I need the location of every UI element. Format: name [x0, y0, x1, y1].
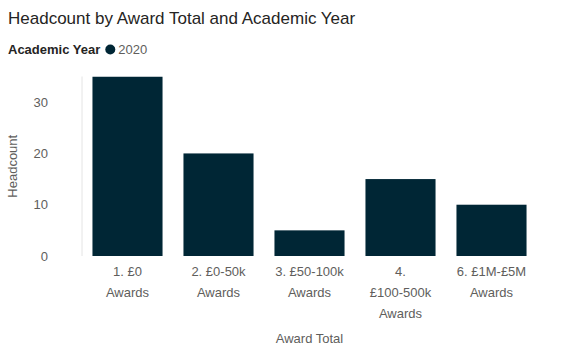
- x-tick-label-line: 2. £0-50k: [191, 264, 246, 279]
- x-axis-title: Award Total: [276, 331, 344, 346]
- chart: Headcount by Award Total and Academic Ye…: [0, 0, 575, 357]
- x-tick-label-line: Awards: [379, 306, 423, 321]
- x-tick-label: 3. £50-100k Awards: [275, 264, 344, 300]
- x-tick-label: 2. £0-50k Awards: [191, 264, 246, 300]
- bar: [274, 230, 344, 256]
- x-tick-label-line: 6. £1M-£5M: [457, 264, 526, 279]
- legend-marker: [105, 45, 115, 55]
- bar: [92, 77, 162, 257]
- x-tick-label-line: Awards: [470, 285, 514, 300]
- bar: [456, 205, 526, 256]
- x-tick-label: 1. £0 Awards: [106, 264, 150, 300]
- y-tick-label: 20: [34, 146, 48, 161]
- bars: [92, 77, 526, 257]
- x-tick-label-line: 4.: [395, 264, 406, 279]
- y-tick-label: 0: [41, 249, 48, 264]
- x-tick-label: 6. £1M-£5M Awards: [457, 264, 526, 300]
- x-tick-label-line: Awards: [288, 285, 332, 300]
- x-tick-label-line: £100-500k: [370, 285, 432, 300]
- x-tick-label-line: 1. £0: [113, 264, 142, 279]
- y-tick-label: 30: [34, 95, 48, 110]
- bar: [365, 179, 435, 256]
- bar: [183, 153, 253, 256]
- x-tick-label-line: Awards: [106, 285, 150, 300]
- x-tick-label-line: 3. £50-100k: [275, 264, 344, 279]
- title: Headcount by Award Total and Academic Ye…: [8, 9, 356, 28]
- legend-label: 2020: [118, 42, 147, 57]
- y-axis-title: Headcount: [5, 134, 20, 197]
- x-tick-label: 4. £100-500k Awards: [370, 264, 432, 321]
- y-tick-label: 10: [34, 197, 48, 212]
- x-tick-label-line: Awards: [197, 285, 241, 300]
- legend-title: Academic Year: [8, 42, 100, 57]
- y-axis-line: [82, 77, 83, 257]
